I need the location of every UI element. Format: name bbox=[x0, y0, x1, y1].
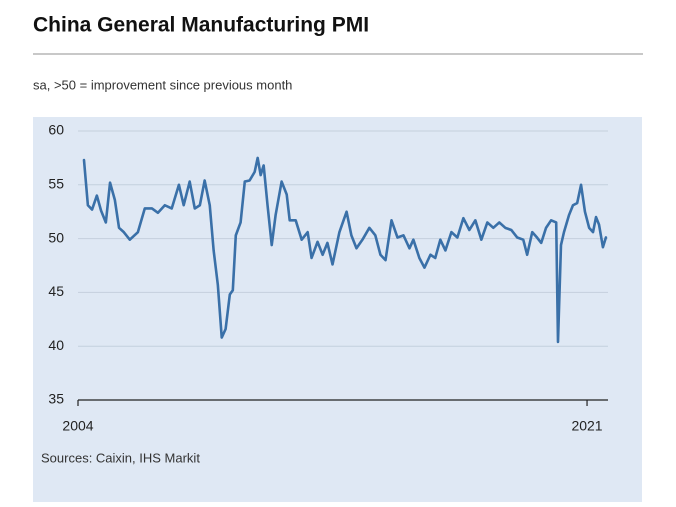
source-note: Sources: Caixin, IHS Markit bbox=[41, 450, 200, 465]
y-tick-label: 55 bbox=[48, 176, 64, 192]
y-tick-label: 45 bbox=[48, 283, 64, 299]
y-tick-label: 35 bbox=[48, 391, 64, 407]
chart-title: China General Manufacturing PMI bbox=[33, 14, 369, 37]
y-tick-label: 60 bbox=[48, 122, 64, 138]
x-tick-label: 2004 bbox=[62, 418, 93, 434]
plot-panel bbox=[33, 117, 642, 502]
y-tick-label: 50 bbox=[48, 229, 64, 245]
subtitle: sa, >50 = improvement since previous mon… bbox=[33, 77, 292, 92]
y-tick-label: 40 bbox=[48, 337, 64, 353]
x-tick-label: 2021 bbox=[571, 418, 602, 434]
pmi-line bbox=[82, 156, 608, 344]
